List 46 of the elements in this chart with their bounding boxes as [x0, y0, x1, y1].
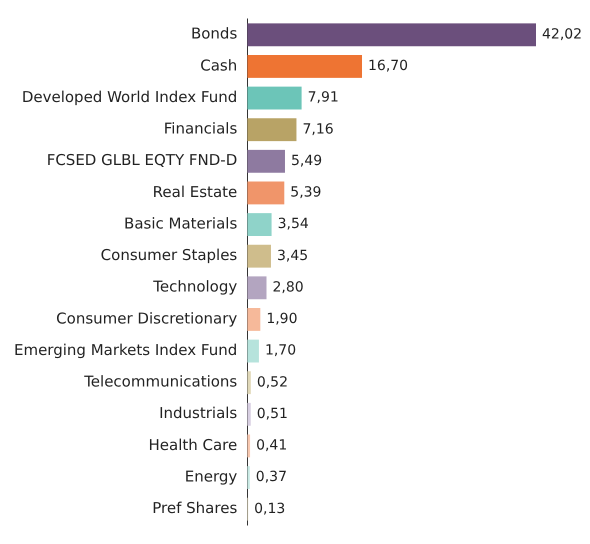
y-tick-label: Technology [152, 278, 238, 296]
data-label: 0,52 [256, 374, 288, 390]
data-label: 1,90 [266, 311, 298, 328]
data-label: 0,37 [256, 469, 287, 486]
y-tick-label: Financials [164, 120, 238, 138]
data-label: 7,16 [302, 121, 334, 138]
data-label: 0,41 [256, 438, 288, 454]
y-tick-label: Consumer Staples [100, 246, 238, 264]
data-label: 0,13 [254, 500, 286, 517]
y-tick-label: FCSED GLBL EQTY FND-D [46, 151, 238, 170]
y-tick-label: Real Estate [152, 182, 238, 201]
y-tick-label: Basic Materials [124, 214, 238, 232]
bar [247, 118, 296, 142]
bar [247, 466, 250, 489]
bar [247, 308, 260, 331]
y-tick-label: Industrials [159, 404, 238, 422]
data-label: 5,49 [290, 152, 322, 169]
y-tick-label: Cash [200, 56, 238, 74]
data-label: 5,39 [290, 184, 322, 201]
bar [247, 340, 259, 362]
y-tick-label: Consumer Discretionary [56, 309, 238, 328]
y-tick-label: Health Care [148, 436, 238, 454]
y-tick-label: Bonds [190, 24, 238, 43]
bar [247, 244, 271, 268]
data-label: 2,80 [272, 279, 304, 296]
bar [247, 213, 272, 236]
data-label: 0,51 [256, 406, 288, 422]
y-tick-label: Telecommunications [83, 372, 238, 391]
data-label: 3,54 [278, 216, 309, 232]
y-tick-label: Energy [184, 467, 238, 486]
data-label: 16,70 [368, 58, 408, 74]
y-tick-label: Pref Shares [152, 499, 238, 518]
bar [247, 371, 251, 394]
bar [247, 182, 284, 204]
data-label: 1,70 [264, 342, 296, 359]
y-tick-label: Developed World Index Fund [22, 88, 238, 106]
bar [247, 55, 362, 78]
bar [247, 23, 536, 46]
bar [247, 150, 285, 173]
bar [247, 86, 302, 110]
bar [247, 402, 251, 426]
data-label: 7,91 [308, 90, 339, 106]
y-tick-label: Emerging Markets Index Fund [14, 340, 238, 359]
data-label: 42,02 [542, 26, 582, 42]
bar [247, 276, 266, 300]
data-label: 3,45 [276, 248, 308, 264]
